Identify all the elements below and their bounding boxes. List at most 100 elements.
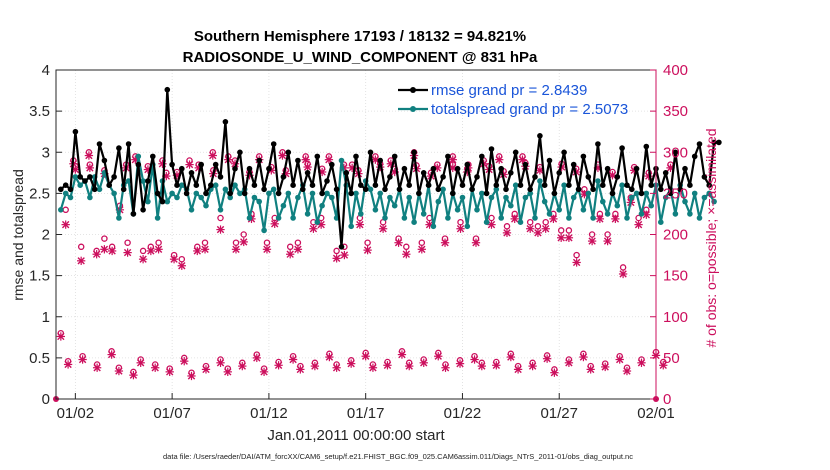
obs-assimilated-marker [274, 361, 283, 370]
rmse-marker [600, 182, 606, 188]
rmse-marker [338, 244, 345, 250]
totalspread-marker [546, 211, 553, 217]
rmse-marker [217, 174, 224, 180]
rmse-marker [358, 182, 364, 188]
obs-assimilated-marker [492, 361, 501, 370]
rmse-marker [575, 186, 582, 193]
rmse-marker [590, 186, 596, 193]
rmse-marker [82, 178, 88, 184]
rmse-marker [643, 143, 650, 150]
rmse-marker [459, 182, 466, 188]
totalspread-marker [711, 198, 717, 205]
legend: rmse grand pr = 2.8439 totalspread grand… [398, 82, 628, 118]
totalspread-marker [691, 190, 698, 197]
rmse-marker [362, 186, 369, 193]
totalspread-marker [222, 186, 229, 193]
totalspread-marker [309, 190, 316, 197]
totalspread-marker [522, 194, 529, 201]
obs-assimilated-marker [622, 366, 632, 376]
rmse-marker [619, 145, 625, 151]
rmse-marker [648, 182, 654, 188]
y-tick-label-left: 0 [42, 391, 50, 408]
obs-assimilated-marker [542, 354, 552, 363]
y-tick-label-left: 1 [42, 309, 50, 326]
chart-title: Southern Hemisphere 17193 / 18132 = 94.8… [194, 28, 526, 45]
rmse-marker [503, 186, 509, 193]
obs-possible-marker [124, 239, 131, 246]
totalspread-marker [227, 194, 233, 201]
obs-assimilated-marker [77, 256, 86, 265]
obs-assimilated-marker [259, 367, 269, 377]
obs-assimilated-marker [363, 245, 372, 255]
rmse-marker [116, 145, 122, 151]
rmse-marker [387, 174, 393, 180]
rmse-marker [696, 141, 703, 147]
totalspread-marker [638, 211, 645, 217]
obs-assimilated-marker [185, 160, 194, 169]
rmse-marker [701, 174, 708, 180]
obs-assimilated-marker [368, 363, 378, 372]
totalspread-marker [62, 190, 69, 197]
rmse-marker [420, 170, 427, 176]
x-tick-label: 01/02 [57, 405, 95, 422]
obs-assimilated-marker [107, 350, 116, 359]
obs-assimilated-marker [146, 246, 155, 256]
rmse-marker [212, 161, 219, 168]
obs-assimilated-marker [100, 245, 109, 254]
obs-assimilated-marker [440, 238, 450, 247]
rmse-marker [445, 153, 451, 160]
obs-possible-marker [573, 251, 580, 259]
rmse-marker [667, 190, 674, 197]
y-tick-label-right: 0 [663, 391, 671, 408]
totalspread-marker [135, 153, 142, 160]
y-tick-label-right: 300 [663, 144, 688, 161]
rmse-marker [58, 186, 64, 193]
y-tick-label-left: 3.5 [29, 103, 50, 120]
rmse-marker [469, 186, 475, 193]
totalspread-marker [411, 219, 417, 225]
obs-assimilated-marker [158, 159, 167, 168]
rmse-marker [300, 186, 306, 193]
obs-assimilated-marker [456, 224, 465, 233]
totalspread-marker [198, 194, 204, 201]
obs-assimilated-marker [201, 365, 211, 374]
rmse-marker [285, 149, 292, 156]
obs-assimilated-marker [433, 163, 442, 173]
totalspread-marker [193, 190, 200, 197]
rmse-marker [164, 86, 171, 93]
obs-assimilated-marker [288, 355, 298, 364]
y-tick-label-right: 50 [663, 350, 680, 367]
totalspread-line [59, 155, 716, 232]
obs-assimilated-marker [659, 361, 668, 370]
rmse-marker [672, 149, 679, 156]
obs-assimilated-marker [136, 358, 145, 367]
totalspread-marker [58, 207, 64, 213]
totalspread-marker [537, 178, 543, 184]
obs-assimilated-marker [238, 361, 247, 371]
rmse-marker [125, 141, 132, 147]
rmse-marker [498, 165, 505, 172]
rmse-marker [609, 190, 616, 197]
x-tick-label: 02/01 [637, 405, 675, 422]
obs-assimilated-marker [293, 245, 303, 254]
obs-possible-marker [77, 243, 85, 251]
legend-rmse-label: rmse grand pr = 2.8439 [431, 82, 587, 99]
obs-assimilated-marker [92, 250, 101, 259]
obs-assimilated-marker [564, 233, 574, 242]
obs-assimilated-marker [502, 228, 512, 238]
totalspread-marker [406, 194, 413, 201]
obs-assimilated-marker [129, 370, 138, 380]
rmse-marker [633, 165, 640, 172]
totalspread-marker [648, 202, 654, 209]
obs-assimilated-marker [550, 368, 559, 377]
obs-assimilated-marker [634, 220, 643, 229]
totalspread-marker [624, 215, 630, 221]
obs-assimilated-marker [151, 363, 160, 372]
obs-assimilated-marker [332, 254, 341, 263]
totalspread-marker [561, 182, 567, 188]
rmse-marker [450, 190, 456, 197]
totalspread-marker [261, 227, 267, 234]
rmse-marker [411, 149, 417, 156]
totalspread-marker [319, 202, 325, 209]
